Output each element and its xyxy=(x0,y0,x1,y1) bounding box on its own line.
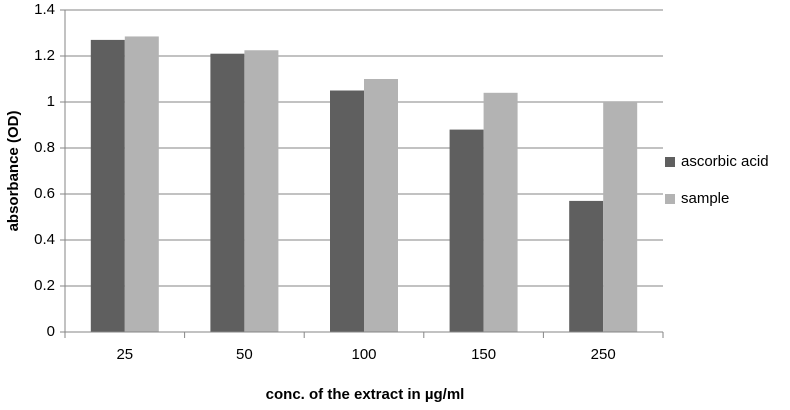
legend-label: ascorbic acid xyxy=(681,153,769,170)
y-tick-label: 1.4 xyxy=(34,1,55,18)
bar xyxy=(569,200,604,332)
legend-label: sample xyxy=(681,190,729,207)
bar xyxy=(244,50,279,332)
y-tick-label: 0 xyxy=(47,323,55,340)
bar xyxy=(210,53,245,332)
bar xyxy=(124,36,159,332)
y-tick-label: 0.4 xyxy=(34,231,55,248)
bar xyxy=(449,129,484,332)
bar xyxy=(330,90,364,332)
legend-swatch xyxy=(665,157,675,167)
y-tick-label: 1 xyxy=(47,93,55,110)
y-tick-label: 0.6 xyxy=(34,185,55,202)
x-tick-label: 25 xyxy=(116,346,133,363)
x-tick-label: 150 xyxy=(471,346,496,363)
bar xyxy=(483,92,518,332)
bar xyxy=(603,102,638,332)
bar xyxy=(90,39,125,333)
bar xyxy=(364,79,398,332)
legend-swatch xyxy=(665,194,675,204)
x-tick-label: 100 xyxy=(351,346,376,363)
y-tick-label: 1.2 xyxy=(34,47,55,64)
x-tick-label: 250 xyxy=(591,346,616,363)
x-tick-label: 50 xyxy=(236,346,253,363)
y-tick-label: 0.2 xyxy=(34,277,55,294)
x-axis-label: conc. of the extract in µg/ml xyxy=(266,386,465,403)
y-tick-label: 0.8 xyxy=(34,139,55,156)
y-axis-label: absorbance (OD) xyxy=(5,111,22,232)
